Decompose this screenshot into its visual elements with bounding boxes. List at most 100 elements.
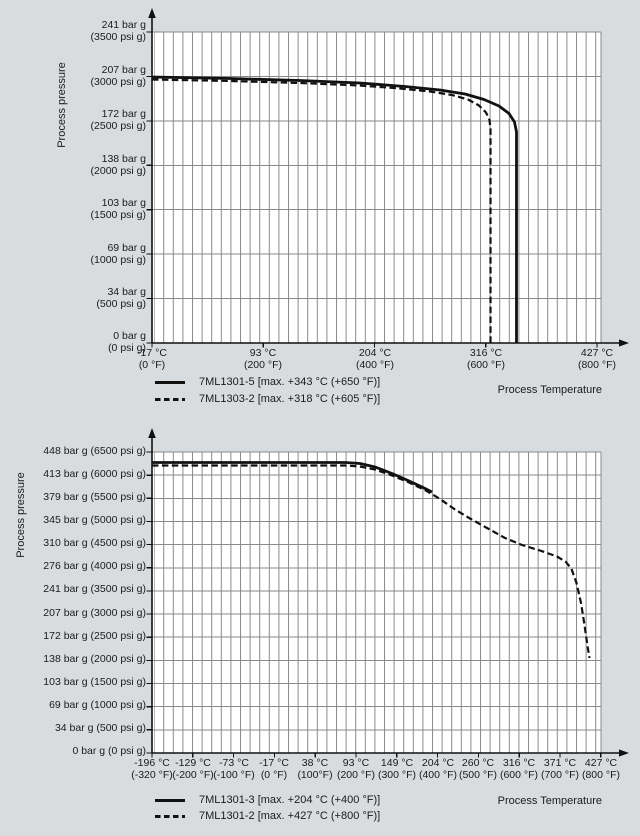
legend-label: 7ML1303-2 [max. +318 °C (+605 °F)]: [199, 393, 381, 405]
x-tick-label: 316 °C (600 °F): [490, 757, 548, 781]
x-tick-label: 427 °C (800 °F): [572, 757, 630, 781]
tick-line: 38 °C: [301, 757, 329, 769]
tick-line: 371 °C: [543, 757, 577, 769]
x-tick-label: -129 °C (-200 °F): [164, 757, 222, 781]
chart2-series-7ML1301-3-solid: [152, 461, 433, 494]
tick-line: (600 °F): [499, 768, 539, 781]
tick-line: (1500 psi g): [90, 208, 146, 221]
y-tick-label: 69 bar g (1000 psi g): [30, 242, 146, 266]
tick-line: 316 °C: [502, 757, 536, 769]
tick-line: (400 °F): [418, 768, 458, 781]
y-tick-label: 103 bar g (1500 psi g): [30, 197, 146, 221]
x-tick-label: 204 °C (400 °F): [409, 757, 467, 781]
tick-line: -17 °C: [137, 347, 167, 359]
tick-line: 149 °C: [380, 757, 414, 769]
chart1-yaxis-arrow-icon: [148, 8, 156, 18]
y-tick-label: 138 bar g (2000 psi g): [43, 653, 146, 665]
tick-line: -129 °C: [175, 757, 211, 769]
tick-line: -17 °C: [259, 757, 289, 769]
tick-line: 316 °C: [469, 347, 503, 359]
y-tick-label: 310 bar g (4500 psi g): [43, 537, 146, 549]
chart2-vertical-gridlines: [154, 452, 601, 753]
y-tick-label: 138 bar g (2000 psi g): [30, 153, 146, 177]
chart1-legend-item-solid: 7ML1301-5 [max. +343 °C (+650 °F)]: [155, 376, 380, 389]
tick-line: (500 °F): [458, 768, 498, 781]
chart2-axes: [151, 436, 621, 754]
tick-line: 427 °C: [580, 347, 614, 359]
dashed-line-swatch-icon: [155, 815, 185, 818]
y-tick-label: 69 bar g (1000 psi g): [49, 699, 146, 711]
chart2-legend-item-solid: 7ML1301-3 [max. +204 °C (+400 °F)]: [155, 794, 380, 807]
chart1-horizontal-gridlines: [152, 31, 602, 343]
tick-line: (-100 °F): [213, 768, 255, 781]
chart1-series-7ML1303-2-dashed: [151, 78, 492, 343]
y-tick-label: 379 bar g (5500 psi g): [43, 491, 146, 503]
chart2-legend-item-dashed: 7ML1301-2 [max. +427 °C (+800 °F)]: [155, 810, 380, 823]
chart2-xaxis-arrow-icon: [619, 749, 629, 757]
tick-line: 69 bar g: [107, 242, 146, 254]
tick-line: (0 °F): [138, 358, 166, 371]
chart1-axes: [151, 16, 621, 344]
tick-line: (300 °F): [377, 768, 417, 781]
y-tick-label: 276 bar g (4000 psi g): [43, 560, 146, 572]
tick-line: 93 °C: [249, 347, 277, 359]
chart2-tick-marks: [146, 451, 602, 758]
tick-line: (0 °F): [260, 768, 288, 781]
chart1-xaxis-arrow-icon: [619, 339, 629, 347]
tick-line: 103 bar g: [101, 197, 146, 209]
chart2-plot-area: [146, 428, 629, 758]
tick-line: (600 °F): [466, 358, 506, 371]
y-tick-label: 413 bar g (6000 psi g): [43, 468, 146, 480]
tick-line: 0 bar g: [113, 330, 146, 342]
tick-line: (800 °F): [577, 358, 617, 371]
chart1-x-axis-title: Process Temperature: [497, 384, 602, 396]
tick-line: -73 °C: [219, 757, 249, 769]
tick-line: 207 bar g: [101, 64, 146, 76]
x-tick-label: 149 °C (300 °F): [368, 757, 426, 781]
tick-line: (2000 psi g): [90, 164, 146, 177]
tick-line: 204 °C: [421, 757, 455, 769]
y-tick-label: 241 bar g (3500 psi g): [30, 19, 146, 43]
x-tick-label: 371 °C (700 °F): [531, 757, 589, 781]
tick-line: 34 bar g: [107, 286, 146, 298]
chart2-horizontal-gridlines: [152, 451, 602, 753]
tick-line: (2500 psi g): [90, 119, 146, 132]
legend-label: 7ML1301-2 [max. +427 °C (+800 °F)]: [199, 810, 381, 822]
y-tick-label: 34 bar g (500 psi g): [30, 286, 146, 310]
y-tick-label: 172 bar g (2500 psi g): [43, 630, 146, 642]
legend-label: 7ML1301-3 [max. +204 °C (+400 °F)]: [199, 794, 381, 806]
x-tick-label: 204 °C (400 °F): [330, 347, 420, 371]
y-tick-label: 345 bar g (5000 psi g): [43, 514, 146, 526]
x-tick-label: 316 °C (600 °F): [441, 347, 531, 371]
y-tick-label: 448 bar g (6500 psi g): [43, 445, 146, 457]
tick-line: 241 bar g: [101, 19, 146, 31]
tick-line: (200 °F): [243, 358, 283, 371]
x-tick-label: 38 °C (100°F): [286, 757, 344, 781]
x-tick-label: -196 °C (-320 °F): [123, 757, 181, 781]
tick-line: (500 psi g): [96, 297, 146, 310]
tick-line: 260 °C: [461, 757, 495, 769]
tick-line: (-320 °F): [131, 768, 173, 781]
chart2-yaxis-arrow-icon: [148, 428, 156, 438]
y-tick-label: 207 bar g (3000 psi g): [30, 64, 146, 88]
tick-line: (3000 psi g): [90, 75, 146, 88]
x-tick-label: 93 °C (200 °F): [327, 757, 385, 781]
tick-line: 138 bar g: [101, 153, 146, 165]
y-tick-label: 0 bar g (0 psi g): [72, 745, 146, 757]
tick-line: (3500 psi g): [90, 30, 146, 43]
x-tick-label: -17 °C (0 °F): [245, 757, 303, 781]
solid-line-swatch-icon: [155, 799, 185, 802]
tick-line: (1000 psi g): [90, 253, 146, 266]
x-tick-label: 427 °C (800 °F): [552, 347, 640, 371]
y-tick-label: 34 bar g (500 psi g): [54, 722, 146, 734]
tick-line: (700 °F): [540, 768, 580, 781]
tick-line: 172 bar g: [101, 108, 146, 120]
tick-line: 204 °C: [358, 347, 392, 359]
y-tick-label: 207 bar g (3000 psi g): [43, 607, 146, 619]
legend-label: 7ML1301-5 [max. +343 °C (+650 °F)]: [199, 376, 381, 388]
tick-line: 93 °C: [342, 757, 370, 769]
dashed-line-swatch-icon: [155, 398, 185, 401]
y-tick-label: 241 bar g (3500 psi g): [43, 583, 146, 595]
y-tick-label: 0 bar g (0 psi g): [30, 330, 146, 354]
